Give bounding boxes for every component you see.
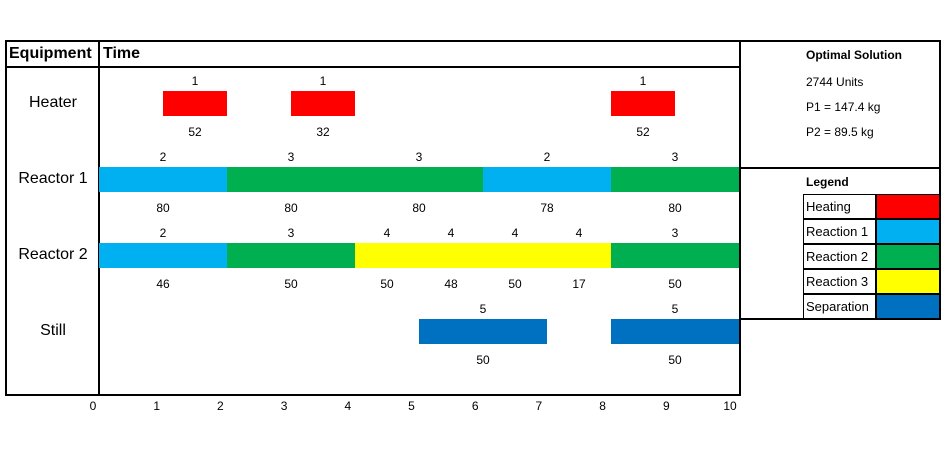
task-number-label: 3: [287, 150, 295, 164]
batch-amount-label: 50: [508, 277, 522, 291]
batch-amount-label: 50: [380, 277, 394, 291]
batch-amount-label: 80: [412, 201, 426, 215]
task-bar: [547, 243, 611, 268]
header-divider: [5, 66, 741, 68]
batch-amount-label: 80: [156, 201, 170, 215]
batch-amount-label: 46: [156, 277, 170, 291]
task-number-label: 4: [575, 226, 583, 240]
batch-amount-label: 50: [476, 353, 490, 367]
task-bar: [419, 319, 547, 344]
task-number-label: 4: [447, 226, 455, 240]
task-number-label: 2: [159, 226, 167, 240]
task-bar: [611, 167, 739, 192]
batch-amount-label: 52: [188, 125, 202, 139]
legend-item: Reaction 2: [803, 244, 940, 269]
solution-line-p1: P1 = 147.4 kg: [806, 100, 881, 114]
batch-amount-label: 52: [636, 125, 650, 139]
batch-amount-label: 17: [572, 277, 586, 291]
batch-amount-label: 50: [284, 277, 298, 291]
legend-color-swatch: [876, 244, 940, 269]
time-header: Time: [103, 45, 141, 62]
legend-item: Heating: [803, 194, 940, 219]
x-tick-label: 5: [408, 399, 415, 413]
task-number-label: 4: [511, 226, 519, 240]
task-number-label: 1: [319, 74, 327, 88]
batch-amount-label: 50: [668, 353, 682, 367]
task-number-label: 5: [671, 302, 679, 316]
x-tick-label: 1: [153, 399, 161, 413]
solution-line-p2: P2 = 89.5 kg: [806, 125, 874, 139]
legend-item: Reaction 1: [803, 219, 940, 244]
legend-color-swatch: [876, 219, 940, 244]
legend-item-label: Reaction 3: [803, 269, 876, 294]
task-bar: [99, 167, 227, 192]
task-number-label: 1: [191, 74, 199, 88]
x-tick-label: 10: [723, 399, 737, 413]
legend-item-label: Reaction 1: [803, 219, 876, 244]
legend-item: Reaction 3: [803, 269, 940, 294]
task-bar: [291, 91, 355, 116]
legend-item: Separation: [803, 294, 940, 319]
task-bar: [227, 243, 355, 268]
equipment-header: Equipment: [9, 45, 92, 62]
legend-panel: [739, 167, 941, 320]
task-number-label: 2: [159, 150, 167, 164]
task-number-label: 5: [479, 302, 487, 316]
task-bar: [611, 243, 739, 268]
task-number-label: 3: [671, 150, 679, 164]
solution-line-units: 2744 Units: [806, 75, 864, 89]
x-tick-label: 7: [535, 399, 543, 413]
equipment-label: Reactor 1: [18, 170, 88, 187]
equipment-label: Still: [40, 322, 66, 339]
task-bar: [163, 91, 227, 116]
task-bar: [227, 167, 355, 192]
x-tick-label: 9: [662, 399, 670, 413]
batch-amount-label: 48: [444, 277, 458, 291]
legend-item-label: Heating: [803, 194, 876, 219]
batch-amount-label: 80: [284, 201, 298, 215]
task-bar: [483, 167, 611, 192]
task-bar: [355, 243, 419, 268]
task-bar: [355, 167, 483, 192]
batch-amount-label: 50: [668, 277, 682, 291]
batch-amount-label: 32: [316, 125, 330, 139]
task-bar: [483, 243, 547, 268]
task-number-label: 2: [543, 150, 551, 164]
task-number-label: 3: [671, 226, 679, 240]
x-tick-label: 6: [471, 399, 479, 413]
equipment-label: Heater: [28, 94, 78, 111]
legend-color-swatch: [876, 194, 940, 219]
task-number-label: 3: [287, 226, 295, 240]
task-number-label: 1: [639, 74, 647, 88]
equipment-column-divider: [98, 40, 100, 396]
legend-color-swatch: [876, 294, 940, 319]
legend-item-label: Reaction 2: [803, 244, 876, 269]
legend-title: Legend: [806, 175, 849, 189]
batch-amount-label: 78: [540, 201, 554, 215]
legend-color-swatch: [876, 269, 940, 294]
task-number-label: 3: [415, 150, 423, 164]
x-tick-label: 0: [89, 399, 97, 413]
x-tick-label: 3: [280, 399, 288, 413]
task-bar: [419, 243, 483, 268]
x-tick-label: 2: [217, 399, 224, 413]
batch-amount-label: 80: [668, 201, 682, 215]
solution-title: Optimal Solution: [806, 48, 902, 62]
x-tick-label: 8: [599, 399, 606, 413]
task-bar: [99, 243, 227, 268]
equipment-label: Reactor 2: [18, 246, 88, 263]
legend-item-label: Separation: [803, 294, 876, 319]
task-bar: [611, 91, 675, 116]
task-number-label: 4: [383, 226, 391, 240]
task-bar: [611, 319, 739, 344]
x-tick-label: 4: [344, 399, 352, 413]
